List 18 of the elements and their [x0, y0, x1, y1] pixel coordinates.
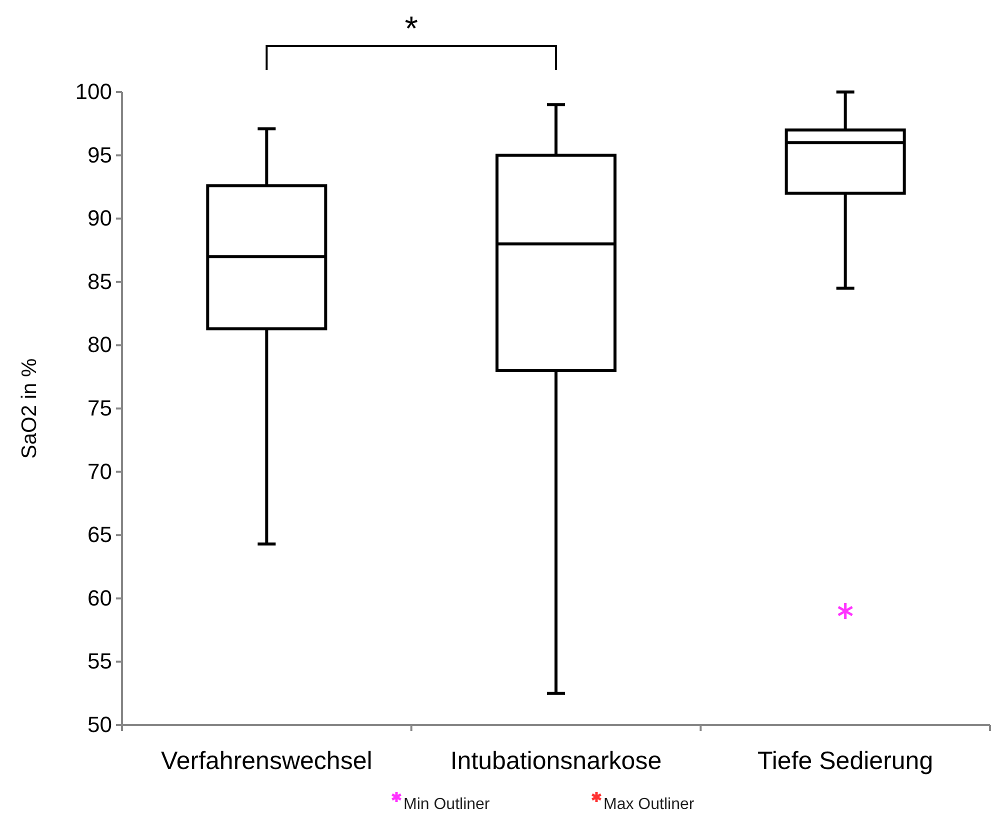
y-tick-label: 95: [88, 142, 112, 168]
y-tick-label: 70: [88, 458, 112, 484]
legend-label: Min Outliner: [404, 796, 490, 813]
y-tick-label: 65: [88, 522, 112, 548]
y-tick-label: 60: [88, 585, 112, 610]
y-tick-label: 55: [88, 648, 112, 674]
x-tick-label: Intubationsnarkose: [450, 747, 662, 775]
x-tick-label: Verfahrenswechsel: [161, 747, 372, 775]
x-tick-label: Tiefe Sedierung: [758, 747, 934, 775]
y-tick-label: 90: [88, 206, 112, 231]
y-tick-label: 50: [88, 712, 112, 738]
y-tick-label: 100: [75, 79, 112, 104]
y-axis-title: SaO2 in %: [18, 358, 41, 459]
text: *: [404, 10, 418, 48]
y-tick-label: 80: [88, 332, 112, 358]
legend-label: Max Outliner: [604, 796, 695, 813]
y-tick-label: 75: [88, 396, 112, 421]
y-tick-label: 85: [88, 268, 112, 294]
